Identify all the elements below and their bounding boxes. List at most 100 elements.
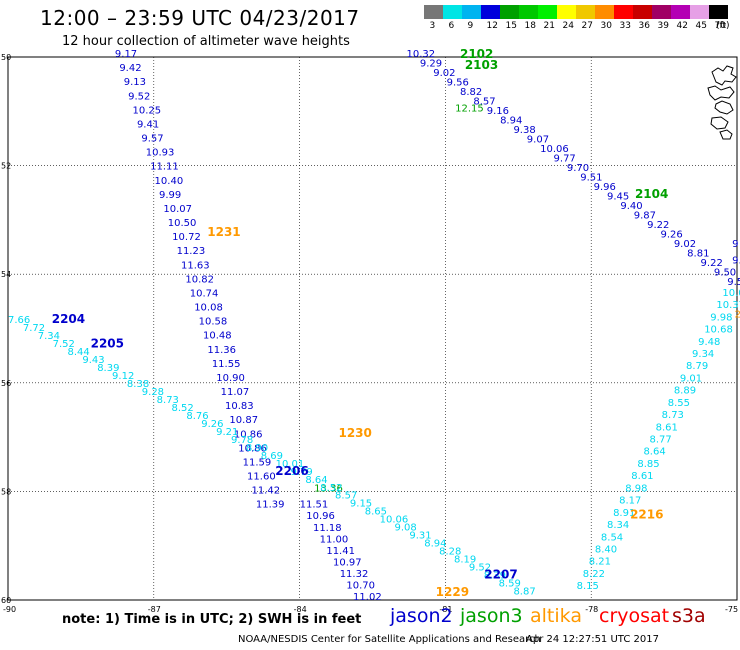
- legend-label-3: 3: [429, 21, 436, 31]
- wave-height-value: 9.43: [82, 355, 104, 366]
- wave-height-value: 10.50: [168, 218, 197, 229]
- lon-tick-label: -78: [585, 605, 598, 614]
- wave-height-value: 11.63: [181, 260, 210, 271]
- wave-height-value: 8.89: [674, 386, 696, 397]
- wave-height-value: 8.52: [320, 483, 342, 494]
- altimeter-tracks: 9.179.429.139.5210.259.419.5710.9311.111…: [8, 49, 740, 603]
- legend-swatch-6: [443, 5, 462, 19]
- legend-swatch-24: [557, 5, 576, 19]
- wave-height-value: 10.37: [716, 300, 740, 311]
- legend-unit: (ft): [716, 21, 730, 31]
- wave-height-value: 8.69: [261, 451, 283, 462]
- wave-height-value: 8.39: [97, 363, 119, 374]
- wave-height-value: 11.11: [150, 162, 179, 173]
- wave-height-value: 8.65: [365, 507, 387, 518]
- wave-height-value: 10.09: [722, 288, 740, 299]
- legend-swatch-12: [481, 5, 500, 19]
- wave-height-value: 10.25: [133, 105, 162, 116]
- wave-height-value: 11.55: [212, 359, 241, 370]
- wave-height-value: 10.82: [185, 274, 214, 285]
- wave-height-value: 10.74: [190, 288, 219, 299]
- wave-height-value: 9.26: [660, 230, 682, 241]
- wave-height-value: 10.83: [225, 401, 254, 412]
- wave-height-value: 8.21: [589, 557, 611, 568]
- wave-height-value: 9.78: [231, 435, 253, 446]
- wave-height-value: 9.26: [201, 419, 223, 430]
- pass-time-label: 2205: [91, 337, 124, 351]
- generation-timestamp: Apr 24 12:27:51 UTC 2017: [526, 634, 659, 645]
- wave-height-value: 11.39: [256, 500, 285, 511]
- legend-swatch-36: [633, 5, 652, 19]
- wave-height-value: 8.39: [484, 571, 506, 582]
- wave-height-value: 11.32: [340, 569, 369, 580]
- pass-time-label: 2102: [460, 47, 493, 61]
- wave-height-value: 9.48: [698, 337, 720, 348]
- legend-swatch-3: [424, 5, 443, 19]
- wave-height-value: 8.57: [473, 97, 495, 108]
- lon-tick-label: -90: [3, 605, 16, 614]
- wave-height-value: 8.34: [607, 520, 629, 531]
- wave-height-value: 10.01: [276, 459, 305, 470]
- satellite-altika: altika: [530, 605, 582, 627]
- map-subtitle: 12 hour collection of altimeter wave hei…: [62, 34, 350, 49]
- wave-height-value: 9.02: [433, 68, 455, 79]
- pass-time-label: 1231: [207, 225, 240, 239]
- legend-label-21: 21: [543, 21, 555, 31]
- legend-label-30: 30: [600, 21, 612, 31]
- lon-tick-label: -84: [294, 605, 307, 614]
- wave-height-value: 8.52: [172, 403, 194, 414]
- map-grid: [7, 56, 738, 601]
- wave-height-value: 8.19: [454, 555, 476, 566]
- wave-height-value: 8.76: [186, 411, 208, 422]
- wave-height-value: 8.64: [305, 475, 327, 486]
- wave-height-value: 8.79: [686, 361, 708, 372]
- lat-tick-label: 58: [1, 487, 11, 496]
- pass-time-label: 2206: [275, 464, 308, 478]
- legend-label-39: 39: [657, 21, 669, 31]
- wave-height-value: 9.29: [420, 59, 442, 70]
- coastline-segment: [719, 129, 733, 140]
- wave-height-value: 9.51: [580, 173, 602, 184]
- wave-height-value: 8.85: [637, 459, 659, 470]
- axis-tick-labels: 50 52 54 56 58 60-90 -87 -84 -81 -78 -75: [1, 53, 738, 614]
- wave-height-value: 8.55: [668, 398, 690, 409]
- wave-height-value: 8.94: [424, 539, 446, 550]
- wave-height-value: 9.31: [409, 531, 431, 542]
- lon-tick-label: -81: [439, 605, 452, 614]
- wave-height-value: 9.52: [128, 91, 150, 102]
- wave-height-value: 12.15: [455, 103, 484, 114]
- edge-label: 9: [732, 239, 738, 250]
- legend-labels: 3 6 9 12 15 18 21 24 27 30 33 36 39 42 45 70 (ft): [424, 19, 730, 33]
- wave-height-value: 11.02: [353, 592, 382, 603]
- legend-swatch-45: [690, 5, 709, 19]
- lat-tick-label: 60: [1, 596, 11, 605]
- wave-height-value: 9.40: [620, 201, 642, 212]
- pass-time-label: 2216: [630, 508, 663, 522]
- wave-height-value: 13.36: [314, 483, 343, 494]
- legend-label-24: 24: [562, 21, 574, 31]
- wave-height-value: 8.28: [439, 547, 461, 558]
- wave-height-value: 9.56: [447, 78, 469, 89]
- pass-time-label: 1229: [436, 585, 469, 599]
- wave-height-value: 9.57: [141, 134, 163, 145]
- wave-height-value: 9.02: [674, 239, 696, 250]
- wave-height-value: 9.99: [159, 190, 181, 201]
- wave-height-value: 9.17: [115, 49, 137, 60]
- wave-height-value: 8.77: [650, 435, 672, 446]
- wave-height-value: 10.48: [203, 331, 232, 342]
- wave-height-value: 9.01: [680, 373, 702, 384]
- legend-color-bar: [424, 5, 728, 19]
- lat-tick-label: 56: [1, 379, 11, 388]
- wave-height-value: 10.70: [346, 580, 375, 591]
- wave-height-value: 10.86: [234, 429, 263, 440]
- legend-label-33: 33: [619, 21, 631, 31]
- lat-tick-label: 52: [1, 162, 11, 171]
- wave-height-value: 9.15: [350, 499, 372, 510]
- wave-height-value: 11.59: [243, 457, 272, 468]
- legend-swatch-15: [500, 5, 519, 19]
- wave-height-value: 8.61: [656, 422, 678, 433]
- wave-height-value: 9.52: [469, 563, 491, 574]
- lat-tick-label: 50: [1, 53, 11, 62]
- wave-height-value: 10.68: [704, 325, 733, 336]
